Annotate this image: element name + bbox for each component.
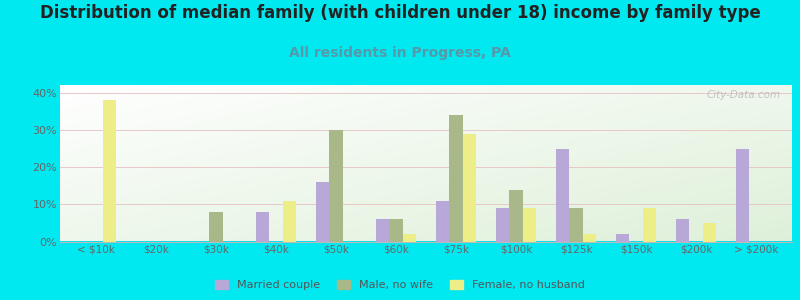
Bar <box>496 208 510 242</box>
Bar <box>462 134 476 242</box>
Bar <box>330 130 342 242</box>
Bar <box>510 190 522 242</box>
Text: Distribution of median family (with children under 18) income by family type: Distribution of median family (with chil… <box>40 4 760 22</box>
Bar <box>570 208 582 242</box>
Bar <box>390 219 402 242</box>
Bar <box>702 223 716 242</box>
Bar <box>210 212 222 242</box>
Bar <box>582 234 596 242</box>
Bar <box>402 234 416 242</box>
Bar <box>102 100 116 242</box>
Bar <box>282 201 296 242</box>
Bar <box>522 208 536 242</box>
Bar <box>436 201 450 242</box>
Bar <box>616 234 630 242</box>
Legend: Married couple, Male, no wife, Female, no husband: Married couple, Male, no wife, Female, n… <box>210 275 590 294</box>
Bar <box>556 148 570 242</box>
Text: All residents in Progress, PA: All residents in Progress, PA <box>289 46 511 61</box>
Bar <box>736 148 750 242</box>
Bar <box>676 219 690 242</box>
Text: City-Data.com: City-Data.com <box>707 90 781 100</box>
Bar <box>256 212 270 242</box>
Bar <box>642 208 656 242</box>
Bar <box>376 219 390 242</box>
Bar <box>316 182 330 242</box>
Bar <box>450 115 462 242</box>
